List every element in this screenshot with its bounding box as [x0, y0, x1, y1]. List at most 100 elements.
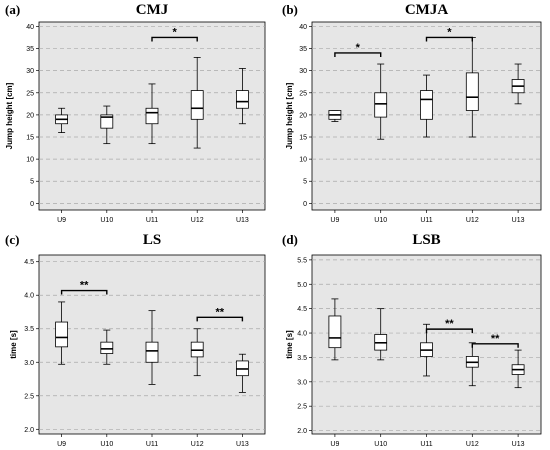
y-tick-label: 25 [299, 90, 307, 97]
box-U11 [145, 310, 159, 385]
significance-label: ** [445, 318, 454, 330]
x-tick-label: U11 [420, 441, 432, 448]
bracket-line [196, 316, 244, 322]
y-tick-label: 0 [303, 201, 307, 208]
y-tick-label: 15 [26, 135, 34, 142]
x-tick-label: U13 [236, 217, 249, 224]
y-tick-label: 4.5 [24, 259, 34, 266]
significance-label: ** [216, 306, 225, 318]
significance-label: * [447, 26, 452, 38]
x-tick-label: U10 [100, 441, 113, 448]
chart-panel-3: 2.0 2.5 3.0 3.5 4.0 4.5 U9 U10 U11 U12 U13 ** ** (c) L… [5, 232, 266, 448]
x-tick-label: U13 [512, 441, 525, 448]
iqr-box [190, 90, 204, 120]
x-tick-label: U9 [57, 217, 66, 224]
y-axis-label: Jump height [cm] [5, 82, 14, 149]
y-axis-label: time [s] [285, 330, 294, 359]
x-tick-label: U13 [512, 217, 525, 224]
y-tick-label: 2.5 [297, 404, 307, 411]
box-U10 [374, 63, 388, 140]
box-U12 [465, 342, 479, 387]
iqr-box [100, 341, 114, 354]
box-U13 [511, 349, 525, 389]
y-tick-label: 25 [26, 90, 34, 97]
iqr-box [55, 321, 68, 348]
significance-bracket: ** [425, 318, 473, 334]
box-U10 [100, 329, 114, 365]
y-tick-label: 2.5 [24, 393, 34, 400]
box-U9 [55, 107, 68, 133]
iqr-box [235, 90, 249, 109]
box-U12 [465, 37, 479, 138]
box-U12 [190, 56, 204, 149]
bracket-line [60, 289, 108, 295]
box-U13 [511, 63, 525, 105]
iqr-box [374, 92, 388, 118]
y-tick-label: 5 [303, 179, 307, 186]
chart-panel-4: 2.0 2.5 3.0 3.5 4.0 4.5 5.0 5.5 U9 U10 U11 U12 U13 **… [282, 232, 542, 448]
iqr-box [465, 72, 479, 111]
bracket-line [334, 52, 382, 57]
x-tick-label: U12 [466, 217, 479, 224]
y-tick-label: 3.0 [24, 360, 34, 367]
box-U10 [374, 308, 388, 361]
x-tick-label: U12 [191, 217, 204, 224]
x-tick-label: U11 [146, 217, 158, 224]
significance-bracket: * [334, 42, 382, 57]
x-tick-label: U11 [420, 217, 432, 224]
y-tick-label: 40 [26, 24, 34, 31]
box-U9 [328, 298, 342, 361]
box-U11 [420, 323, 433, 377]
y-axis-label: Jump height [cm] [285, 82, 294, 149]
bracket-line [425, 328, 473, 334]
box-U11 [145, 83, 159, 145]
panel-title: CMJA [405, 2, 448, 18]
x-tick-label: U11 [146, 441, 158, 448]
iqr-box [100, 114, 114, 129]
panel-title: CMJ [136, 2, 169, 18]
significance-bracket: * [151, 26, 198, 42]
y-tick-label: 2.0 [297, 428, 307, 435]
x-tick-label: U10 [100, 217, 113, 224]
significance-bracket: ** [196, 306, 244, 322]
y-tick-label: 0 [30, 201, 34, 208]
x-tick-label: U10 [374, 217, 387, 224]
y-tick-label: 2.0 [24, 427, 34, 434]
box-U13 [235, 68, 249, 125]
iqr-box [328, 315, 342, 349]
y-tick-label: 10 [26, 157, 34, 164]
y-tick-label: 4.0 [24, 293, 34, 300]
x-tick-label: U9 [57, 441, 66, 448]
x-tick-label: U9 [330, 217, 339, 224]
box-U10 [100, 105, 114, 145]
panel-letter: (c) [5, 232, 19, 247]
y-tick-label: 10 [299, 157, 307, 164]
panel-letter: (d) [282, 232, 298, 247]
y-tick-label: 3.0 [297, 379, 307, 386]
y-tick-label: 5.5 [297, 257, 307, 264]
x-tick-label: U9 [330, 441, 339, 448]
x-tick-label: U12 [191, 441, 204, 448]
significance-label: * [356, 42, 361, 54]
box-U9 [55, 301, 68, 365]
significance-label: ** [80, 280, 89, 292]
chart-panel-2: 0 5 10 15 20 25 30 35 40 U9 U10 U11 U12 U13 * * (b) CMJA J… [282, 2, 542, 224]
box-U13 [235, 353, 249, 393]
panel-letter: (b) [282, 2, 298, 17]
y-tick-label: 3.5 [297, 355, 307, 362]
y-tick-label: 5.0 [297, 282, 307, 289]
x-tick-label: U13 [236, 441, 249, 448]
chart-panel-1: 0 5 10 15 20 25 30 35 40 U9 U10 U11 U12 U13 * (a) CMJ Jum… [5, 2, 266, 224]
y-tick-label: 30 [299, 68, 307, 75]
significance-label: ** [491, 333, 500, 345]
panel-letter: (a) [5, 2, 20, 17]
x-tick-label: U12 [466, 441, 479, 448]
box-U9 [328, 110, 342, 122]
significance-bracket: ** [60, 280, 108, 295]
iqr-box [145, 107, 159, 125]
y-tick-label: 35 [299, 46, 307, 53]
y-tick-label: 20 [26, 112, 34, 119]
box-U12 [190, 328, 204, 377]
bracket-line [151, 36, 198, 42]
